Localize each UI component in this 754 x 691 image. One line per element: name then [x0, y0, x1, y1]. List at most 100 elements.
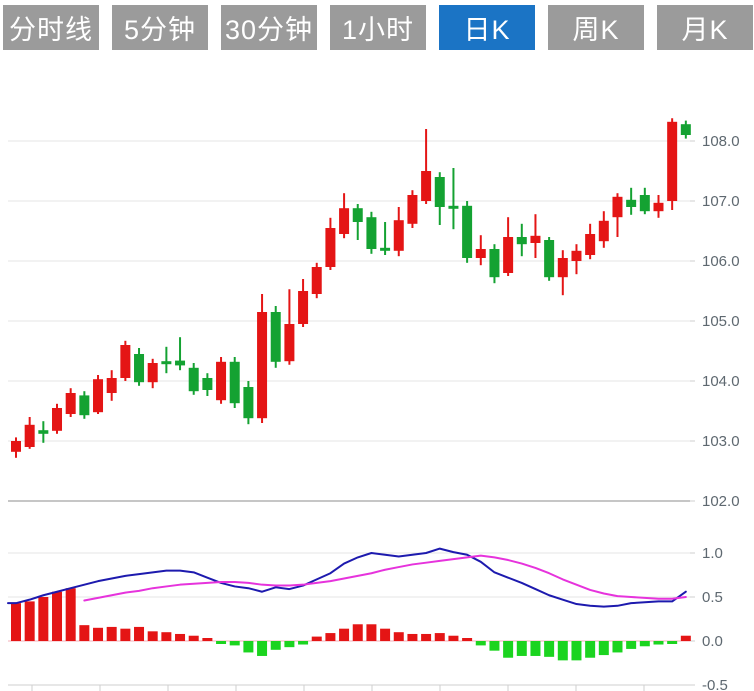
candle-body-up — [65, 393, 76, 414]
tab-timeshare[interactable]: 分时线 — [3, 5, 99, 50]
candle-body-up — [120, 345, 131, 378]
macd-bar-up — [339, 628, 350, 641]
candle-body-up — [653, 202, 664, 212]
macd-bar-up — [366, 624, 377, 641]
macd-bar-down — [639, 641, 650, 647]
candle-body-up — [393, 220, 404, 251]
candle-body-up — [298, 291, 309, 324]
candle-body-down — [516, 237, 527, 245]
candle-body-up — [257, 312, 268, 419]
macd-bar-up — [134, 626, 145, 641]
candle-body-down — [38, 430, 49, 434]
macd-bar-down — [475, 641, 486, 646]
macd-bar-down — [243, 641, 254, 653]
candle-body-down — [188, 367, 199, 392]
candles-group — [11, 118, 691, 458]
candle-body-up — [503, 237, 514, 273]
candle-body-up — [11, 441, 21, 452]
candle-body-down — [229, 361, 240, 404]
macd-bar-up — [448, 635, 459, 641]
macd-axis-label: 0.0 — [702, 633, 723, 650]
candle-body-down — [175, 360, 186, 366]
macd-bar-down — [653, 641, 664, 645]
candle-body-up — [339, 208, 350, 234]
macd-bar-down — [216, 641, 227, 644]
macd-bar-up — [393, 632, 404, 641]
macd-bar-down — [489, 641, 500, 651]
tab-1hour[interactable]: 1小时 — [330, 5, 426, 50]
macd-bar-up — [79, 625, 90, 641]
macd-histogram — [11, 588, 691, 661]
macd-bar-up — [352, 624, 363, 641]
macd-bar-down — [598, 641, 609, 656]
candle-body-down — [639, 195, 650, 212]
x-axis — [8, 684, 690, 691]
period-tab-bar: 分时线 5分钟 30分钟 1小时 日K 周K 月K — [3, 5, 753, 50]
price-axis-label: 105.0 — [702, 313, 740, 330]
macd-bar-down — [612, 641, 623, 653]
candle-body-down — [270, 312, 281, 362]
macd-bar-up — [462, 638, 473, 641]
macd-bar-up — [93, 627, 104, 641]
candle-body-down — [434, 177, 445, 207]
candle-body-up — [571, 250, 582, 261]
candle-body-down — [352, 208, 363, 222]
macd-bar-down — [229, 641, 240, 646]
macd-bar-down — [557, 641, 568, 661]
candle-body-down — [544, 240, 555, 278]
macd-bar-down — [257, 641, 268, 656]
macd-axis-label: 1.0 — [702, 545, 723, 562]
macd-bar-up — [52, 591, 63, 641]
macd-bar-up — [161, 632, 172, 641]
macd-bar-up — [434, 633, 445, 641]
macd-bar-down — [544, 641, 555, 657]
candle-body-up — [24, 424, 35, 447]
candle-body-up — [106, 378, 117, 393]
macd-bar-up — [120, 628, 131, 641]
candle-body-up — [667, 121, 678, 201]
candle-body-up — [407, 195, 418, 224]
candle-body-down — [489, 249, 500, 278]
candle-body-down — [462, 205, 473, 258]
price-axis-label: 103.0 — [702, 433, 740, 450]
candle-body-up — [612, 196, 623, 218]
candle-body-up — [284, 324, 295, 362]
macd-axis-label: -0.5 — [702, 677, 728, 691]
macd-bar-up — [175, 633, 186, 641]
tab-5min[interactable]: 5分钟 — [112, 5, 208, 50]
candle-body-down — [202, 378, 213, 390]
candle-body-up — [216, 361, 227, 401]
candle-body-up — [311, 267, 322, 294]
macd-bar-up — [202, 638, 213, 641]
price-grid — [8, 140, 695, 502]
macd-bar-up — [380, 628, 391, 641]
macd-bar-up — [11, 603, 21, 641]
tab-daily-k[interactable]: 日K — [439, 5, 535, 50]
macd-bar-down — [516, 641, 527, 656]
candle-body-down — [680, 124, 691, 135]
macd-bar-up — [680, 635, 691, 641]
dea-line — [83, 554, 687, 602]
candle-body-down — [134, 354, 145, 383]
tab-monthly-k[interactable]: 月K — [657, 5, 753, 50]
candle-body-up — [598, 220, 609, 242]
macd-bar-up — [65, 588, 76, 641]
macd-bar-down — [571, 641, 582, 661]
macd-bar-up — [325, 633, 336, 641]
candle-body-down — [448, 205, 459, 209]
candle-body-up — [421, 171, 432, 201]
candle-body-up — [530, 235, 541, 243]
candle-body-down — [380, 247, 391, 251]
macd-grid: 1.0 0.5 0.0 -0.5 — [8, 545, 728, 691]
tab-30min[interactable]: 30分钟 — [221, 5, 317, 50]
dif-line — [7, 547, 687, 608]
macd-bar-down — [503, 641, 514, 658]
tab-weekly-k[interactable]: 周K — [548, 5, 644, 50]
candle-body-up — [93, 379, 104, 413]
price-axis-label: 108.0 — [702, 133, 740, 150]
macd-bar-up — [24, 601, 35, 641]
candle-body-up — [325, 228, 336, 267]
candle-body-up — [147, 363, 158, 383]
candle-body-down — [626, 199, 637, 207]
